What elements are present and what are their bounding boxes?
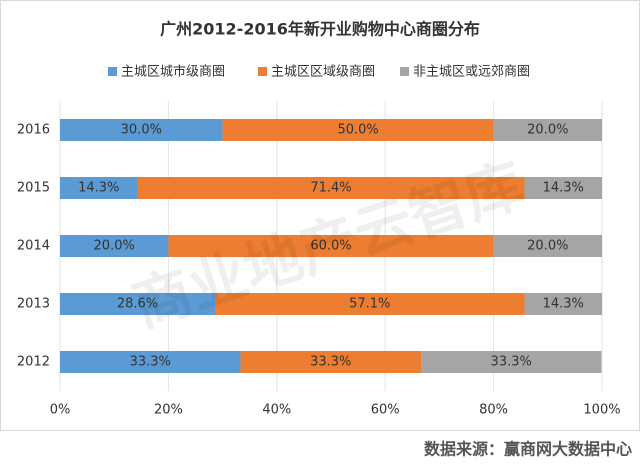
data-label: 20.0%: [527, 123, 568, 138]
bar-segment: [222, 119, 494, 141]
bar-segment: [420, 351, 602, 373]
data-label: 50.0%: [337, 123, 378, 138]
bar-segment: [524, 293, 602, 315]
x-tick-label: 0%: [50, 403, 71, 418]
y-tick-label: 2015: [17, 181, 50, 196]
bar-segment: [60, 235, 169, 257]
bar-segment: [137, 177, 525, 199]
bar-segment: [60, 119, 223, 141]
x-tick-label: 60%: [371, 403, 400, 418]
source-note: 数据来源：赢商网大数据中心: [424, 440, 632, 459]
data-label: 28.6%: [117, 297, 158, 312]
bar-segment: [524, 177, 602, 199]
y-tick-label: 2012: [17, 355, 50, 370]
data-label: 33.3%: [310, 355, 351, 370]
data-label: 14.3%: [543, 297, 584, 312]
data-label: 57.1%: [349, 297, 390, 312]
data-label: 20.0%: [94, 239, 135, 254]
chart-title: 广州2012-2016年新开业购物中心商圈分布: [160, 20, 480, 39]
data-label: 60.0%: [310, 239, 351, 254]
y-tick-label: 2016: [17, 123, 50, 138]
data-label: 14.3%: [78, 181, 119, 196]
bar-segment: [60, 351, 241, 373]
legend-swatch: [258, 67, 267, 76]
data-label: 33.3%: [130, 355, 171, 370]
x-tick-label: 40%: [262, 403, 291, 418]
bar-segment: [60, 177, 138, 199]
legend-swatch: [108, 67, 117, 76]
data-label: 14.3%: [543, 181, 584, 196]
data-label: 71.4%: [310, 181, 351, 196]
bar-segment: [168, 235, 494, 257]
data-label: 20.0%: [527, 239, 568, 254]
bar-segment: [240, 351, 421, 373]
x-tick-label: 20%: [154, 403, 183, 418]
data-label: 30.0%: [121, 123, 162, 138]
bar-segment: [215, 293, 525, 315]
legend-swatch: [400, 67, 409, 76]
y-tick-label: 2013: [17, 297, 50, 312]
data-label: 33.3%: [491, 355, 532, 370]
legend-label: 主城区城市级商圈: [121, 64, 225, 80]
x-tick-label: 80%: [479, 403, 508, 418]
bar-segment: [493, 119, 602, 141]
legend-label: 主城区区域级商圈: [271, 65, 375, 80]
legend-label: 非主城区或远郊商圈: [413, 64, 530, 80]
y-tick-label: 2014: [17, 239, 50, 254]
bar-segment: [60, 293, 216, 315]
bar-segment: [493, 235, 602, 257]
plot-area: 0% 20% 40% 60% 80% 100% 主城区城市级商圈 主城区区域级商圈 非主城区或远…: [17, 64, 621, 418]
x-tick-label: 100%: [583, 403, 620, 418]
